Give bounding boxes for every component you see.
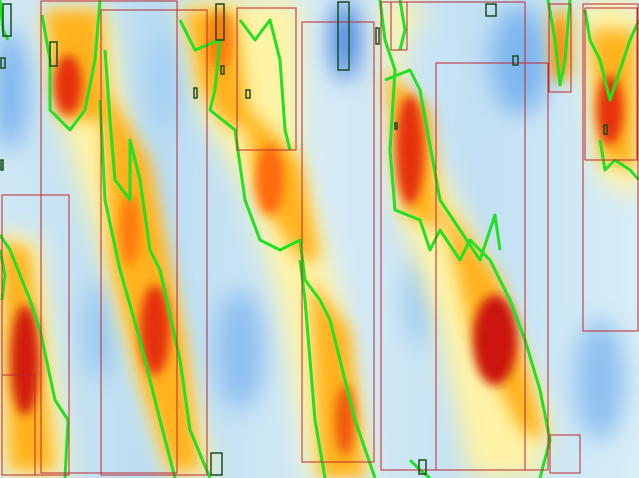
marker-box	[603, 124, 608, 135]
marker-box	[418, 459, 427, 475]
marker-box	[210, 452, 223, 476]
marker-box	[193, 87, 198, 99]
detection-box	[584, 7, 638, 161]
detection-box	[549, 434, 581, 474]
marker-box	[0, 159, 4, 171]
detection-box	[435, 62, 549, 471]
marker-box	[0, 57, 6, 69]
marker-box	[394, 122, 398, 130]
detection-box	[236, 7, 297, 151]
detection-box	[40, 0, 178, 474]
marker-box	[220, 65, 225, 75]
detection-box	[390, 1, 408, 51]
marker-box	[245, 89, 251, 99]
detection-box	[582, 3, 639, 332]
marker-box	[512, 55, 519, 66]
marker-box	[337, 1, 350, 71]
marker-box	[375, 27, 380, 45]
marker-box	[215, 3, 225, 41]
marker-boxes	[0, 1, 608, 476]
detection-box	[548, 3, 572, 93]
marker-box	[485, 3, 497, 17]
detection-box	[1, 374, 36, 476]
marker-box	[49, 41, 58, 67]
detection-box	[100, 9, 208, 476]
marker-box	[2, 3, 12, 37]
